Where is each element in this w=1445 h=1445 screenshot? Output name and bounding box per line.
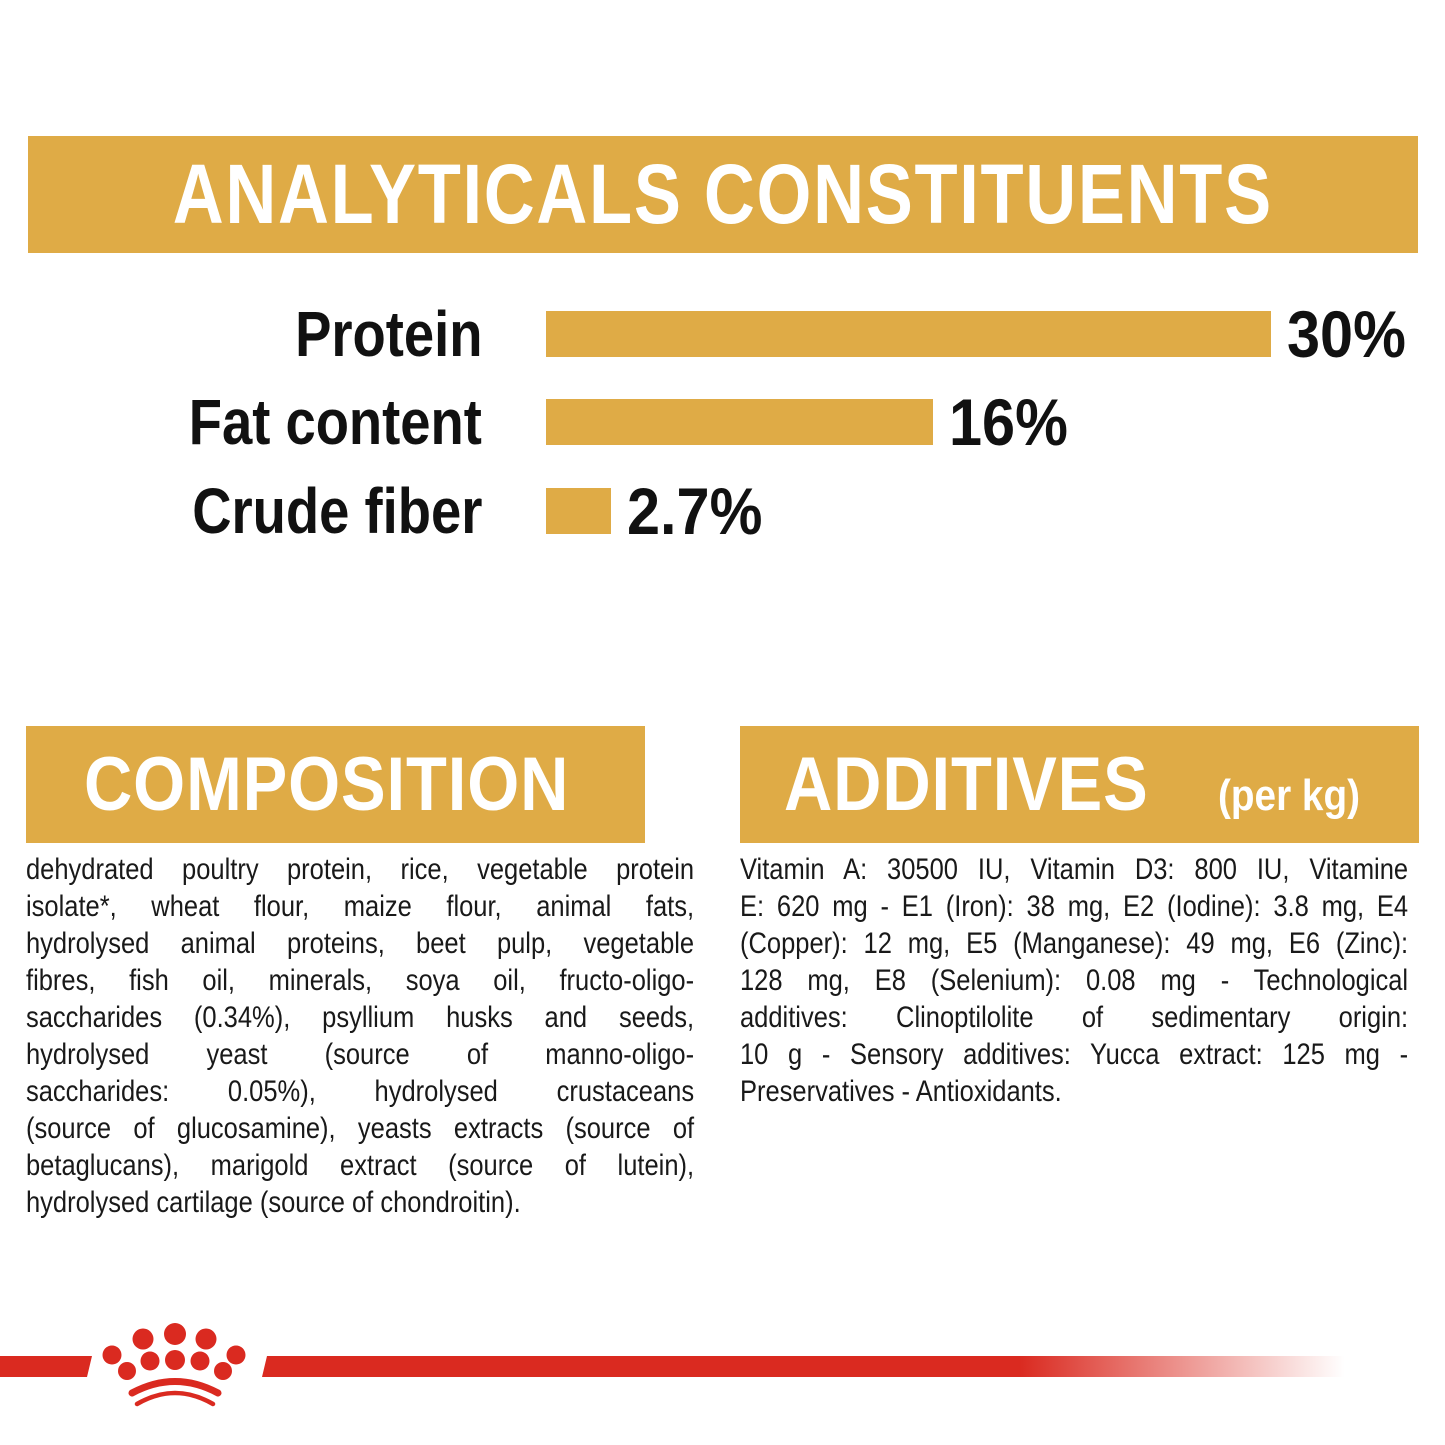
- value-bar: [546, 399, 933, 445]
- text-line: hydrolysed animal proteins, beet pulp, v…: [26, 927, 695, 960]
- text-line: 10 g - Sensory additives: Yucca extract:…: [740, 1038, 1409, 1071]
- red-rule-left: [0, 1356, 92, 1377]
- additives-title-line: ADDITIVES (per kg): [784, 741, 1380, 828]
- additives-header: ADDITIVES (per kg): [740, 726, 1419, 843]
- text-line: Vitamin A: 30500 IU, Vitamin D3: 800 IU,…: [740, 853, 1409, 886]
- analyticals-header: ANALYTICALS CONSTITUENTS: [28, 136, 1418, 253]
- text-line: dehydrated poultry protein, rice, vegeta…: [26, 853, 695, 886]
- chart-row: Protein 30%: [0, 301, 1445, 367]
- composition-title: COMPOSITION: [84, 742, 570, 827]
- analyticals-title: ANALYTICALS CONSTITUENTS: [172, 147, 1274, 241]
- chart-row: Fat content 16%: [0, 389, 1445, 455]
- text-line: additives: Clinoptilolite of sedimentary…: [740, 1001, 1409, 1034]
- value-bar: [546, 488, 611, 534]
- text-line: hydrolysed yeast (source of manno-oligo-: [26, 1038, 695, 1071]
- value-label: 16%: [949, 385, 1068, 459]
- additives-title: ADDITIVES: [784, 742, 1149, 827]
- text-line: Preservatives - Antioxidants.: [740, 1075, 1062, 1108]
- text-line: hydrolysed cartilage (source of chondroi…: [26, 1186, 521, 1219]
- category-label: Crude fiber: [191, 475, 482, 547]
- chart-row: Crude fiber 2.7%: [0, 478, 1445, 544]
- value-bar: [546, 311, 1271, 357]
- value-label: 2.7%: [627, 474, 763, 548]
- text-line: betaglucans), marigold extract (source o…: [26, 1149, 695, 1182]
- category-label: Protein: [294, 298, 482, 370]
- red-rule-right: [262, 1356, 1445, 1377]
- text-line: (Copper): 12 mg, E5 (Manganese): 49 mg, …: [740, 927, 1409, 960]
- composition-header: COMPOSITION: [26, 726, 645, 843]
- text-line: (source of glucosamine), yeasts extracts…: [26, 1112, 695, 1145]
- additives-per-kg-suffix: (per kg): [1218, 771, 1361, 820]
- additives-text: Vitamin A: 30500 IU, Vitamin D3: 800 IU,…: [740, 851, 1408, 1110]
- value-label: 30%: [1287, 297, 1406, 371]
- text-line: isolate*, wheat flour, maize flour, anim…: [26, 890, 695, 923]
- royal-canin-crown-icon: [102, 1323, 246, 1407]
- text-line: fibres, fish oil, minerals, soya oil, fr…: [26, 964, 695, 997]
- text-line: E: 620 mg - E1 (Iron): 38 mg, E2 (Iodine…: [740, 890, 1409, 923]
- text-line: saccharides (0.34%), psyllium husks and …: [26, 1001, 695, 1034]
- category-label: Fat content: [188, 386, 482, 458]
- text-line: saccharides: 0.05%), hydrolysed crustace…: [26, 1075, 695, 1108]
- text-line: 128 mg, E8 (Selenium): 0.08 mg - Technol…: [740, 964, 1409, 997]
- composition-text: dehydrated poultry protein, rice, vegeta…: [26, 851, 694, 1221]
